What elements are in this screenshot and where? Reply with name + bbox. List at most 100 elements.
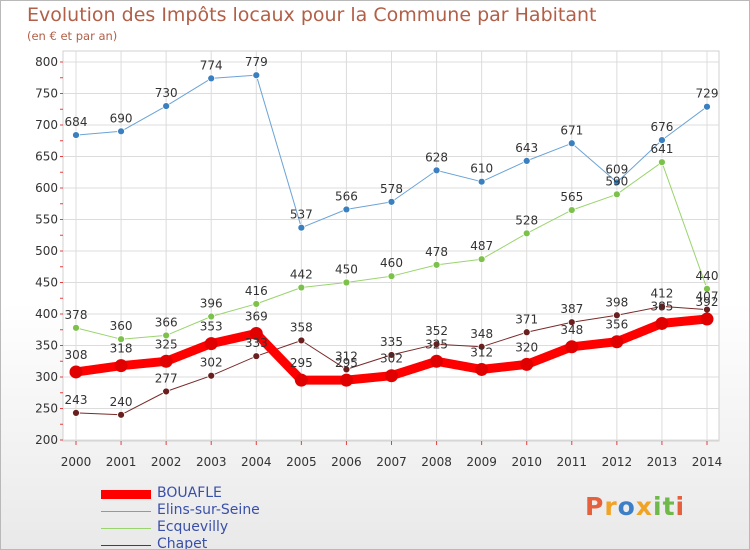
- legend-swatch: [101, 511, 151, 512]
- data-point: [117, 335, 125, 344]
- logo-letter: t: [662, 492, 676, 521]
- data-point: [387, 197, 396, 206]
- data-point: [252, 352, 261, 361]
- data-label: 356: [605, 318, 628, 332]
- data-label: 407: [696, 290, 719, 304]
- data-label: 730: [155, 86, 178, 100]
- data-point: [162, 331, 171, 340]
- data-point: [207, 74, 216, 83]
- data-point: [612, 178, 621, 187]
- data-point: [658, 136, 666, 145]
- data-label: 353: [200, 320, 223, 334]
- data-point: [297, 283, 306, 292]
- data-point: [117, 127, 125, 136]
- data-point: [565, 340, 579, 354]
- data-label: 325: [425, 337, 448, 351]
- data-point: [342, 278, 351, 287]
- data-label: 641: [650, 142, 673, 156]
- legend-label: Chapet: [157, 536, 208, 550]
- data-label: 690: [110, 111, 133, 125]
- legend-label: Elins-sur-Seine: [157, 502, 260, 518]
- data-label: 302: [380, 352, 403, 366]
- data-label: 442: [290, 268, 313, 282]
- data-point: [430, 354, 444, 368]
- data-point: [342, 365, 351, 374]
- data-label: 412: [650, 286, 673, 300]
- data-point: [342, 205, 351, 214]
- legend-swatch: [101, 545, 151, 546]
- data-point: [387, 351, 396, 359]
- data-point: [610, 335, 624, 349]
- data-point: [117, 410, 125, 419]
- data-label: 774: [200, 58, 223, 72]
- data-point: [297, 223, 306, 232]
- data-label: 295: [335, 356, 358, 370]
- data-point: [522, 328, 531, 337]
- x-tick-label: 2014: [692, 455, 723, 469]
- y-tick-label: 400: [35, 307, 58, 321]
- y-tick-label: 200: [35, 433, 58, 447]
- y-tick-label: 250: [35, 402, 58, 416]
- data-label: 312: [335, 349, 358, 363]
- data-point: [252, 71, 261, 80]
- legend-label: BOUAFLE: [157, 485, 222, 501]
- x-tick-label: 2005: [286, 455, 317, 469]
- logo-letter: P: [585, 492, 605, 521]
- data-point: [477, 177, 486, 186]
- data-point: [339, 373, 353, 387]
- x-tick-label: 2006: [331, 455, 362, 469]
- chart-subtitle: (en € et par an): [27, 29, 118, 43]
- data-label: 352: [425, 324, 448, 338]
- data-point: [703, 284, 711, 293]
- data-label: 243: [65, 393, 88, 407]
- data-label: 684: [65, 115, 88, 129]
- data-point: [567, 318, 576, 327]
- data-label: 450: [335, 263, 358, 277]
- x-tick-label: 2000: [61, 455, 92, 469]
- data-point: [72, 409, 80, 417]
- data-label: 387: [560, 302, 583, 316]
- y-tick-label: 750: [35, 87, 58, 101]
- data-label: 385: [650, 299, 673, 313]
- data-label: 671: [560, 123, 583, 137]
- x-tick-label: 2012: [602, 455, 633, 469]
- data-label: 566: [335, 189, 358, 203]
- data-label: 333: [245, 336, 268, 350]
- x-tick-label: 2008: [421, 455, 452, 469]
- data-point: [432, 166, 441, 175]
- data-label: 460: [380, 256, 403, 270]
- data-label: 578: [380, 182, 403, 196]
- data-label: 325: [155, 337, 178, 351]
- data-point: [159, 354, 173, 368]
- x-tick-label: 2003: [196, 455, 227, 469]
- data-label: 779: [245, 55, 268, 69]
- data-point: [655, 316, 669, 330]
- data-label: 318: [110, 342, 133, 356]
- data-label: 378: [65, 308, 88, 322]
- data-point: [207, 371, 216, 380]
- data-label: 487: [470, 239, 493, 253]
- y-tick-label: 500: [35, 244, 58, 258]
- data-point: [252, 300, 261, 308]
- legend-swatch: [101, 528, 151, 529]
- data-point: [475, 362, 489, 376]
- data-label: 240: [110, 395, 133, 409]
- data-point: [477, 255, 486, 264]
- data-label: 348: [470, 327, 493, 341]
- data-label: 348: [560, 323, 583, 337]
- data-point: [520, 357, 534, 371]
- x-tick-label: 2004: [241, 455, 272, 469]
- data-point: [567, 139, 576, 148]
- x-tick-label: 2013: [647, 455, 678, 469]
- data-label: 610: [470, 162, 493, 176]
- data-label: 396: [200, 297, 223, 311]
- data-label: 335: [380, 335, 403, 349]
- data-label: 360: [110, 319, 133, 333]
- logo-letter: i: [675, 492, 686, 521]
- x-tick-label: 2002: [151, 455, 182, 469]
- data-point: [294, 373, 308, 387]
- x-tick-label: 2007: [376, 455, 407, 469]
- logo-letter: o: [617, 492, 636, 521]
- data-label: 609: [605, 162, 628, 176]
